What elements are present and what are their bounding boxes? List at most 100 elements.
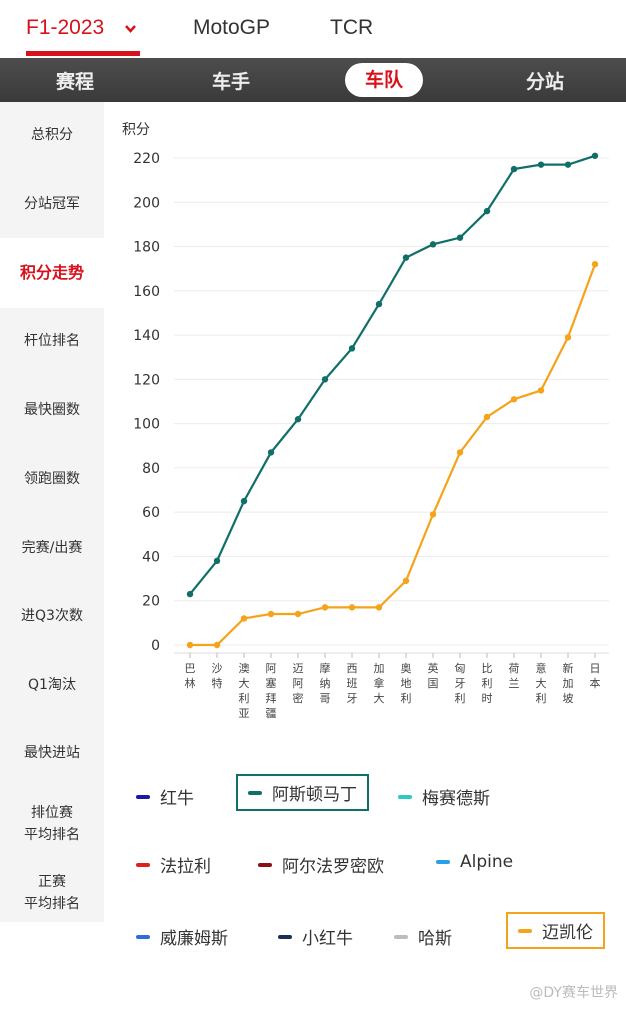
legend-item[interactable]: 小红牛 — [278, 924, 353, 949]
data-point — [402, 254, 410, 261]
sidebar-item-finishes[interactable]: 完赛/出赛 — [21, 540, 83, 556]
data-point — [537, 387, 545, 394]
series-tabs: F1-2023 MotoGP TCR — [0, 0, 626, 58]
legend-swatch — [136, 862, 150, 867]
data-point — [321, 376, 329, 383]
x-tick-label: 意大利 — [536, 661, 547, 705]
data-point — [348, 604, 356, 611]
data-point — [591, 261, 599, 268]
chevron-down-icon[interactable] — [124, 22, 137, 35]
subtab-rounds[interactable]: 分站 — [526, 71, 565, 93]
data-point — [429, 241, 437, 248]
legend-item[interactable]: 梅赛德斯 — [398, 784, 490, 809]
legend-item[interactable]: Alpine — [436, 852, 513, 872]
series-line-阿斯顿马丁 — [189, 154, 596, 595]
x-tick-label: 加拿大 — [374, 662, 385, 705]
data-point — [429, 511, 437, 518]
legend-swatch — [278, 934, 292, 939]
y-tick-label: 220 — [133, 151, 160, 167]
data-point — [375, 300, 383, 308]
y-tick-label: 100 — [133, 417, 160, 433]
legend-item[interactable]: 红牛 — [136, 784, 194, 809]
x-tick-label: 西班牙 — [347, 662, 358, 705]
sidebar-item-race-wins[interactable]: 分站冠军 — [24, 196, 80, 212]
sidebar-item-fastest-laps[interactable]: 最快圈数 — [24, 402, 80, 418]
data-point — [294, 416, 302, 423]
data-point — [267, 449, 275, 456]
x-tick-label: 日本 — [590, 662, 601, 690]
y-tick-label: 140 — [133, 328, 160, 344]
legend-label: 迈凯伦 — [542, 923, 593, 943]
sidebar-item-total-points[interactable]: 总积分 — [31, 127, 73, 143]
data-point — [267, 610, 275, 618]
data-point — [537, 161, 545, 168]
legend-item[interactable]: 哈斯 — [394, 924, 452, 949]
sidebar-item-fastest-pit[interactable]: 最快进站 — [24, 745, 80, 761]
data-point — [240, 615, 248, 622]
x-tick-label: 澳大利亚 — [239, 662, 250, 720]
y-tick-label: 120 — [133, 372, 160, 388]
legend-swatch — [136, 794, 150, 799]
legend-item[interactable]: 迈凯伦 — [506, 912, 605, 949]
x-tick-label: 迈阿密 — [293, 662, 304, 705]
data-point — [510, 165, 518, 173]
watermark: @DY赛车世界 — [529, 985, 618, 1001]
series-line-迈凯伦 — [190, 263, 597, 647]
tab-motogp[interactable]: MotoGP — [193, 16, 271, 39]
sidebar-item-laps-led[interactable]: 领跑圈数 — [24, 471, 80, 487]
y-axis-label: 积分 — [122, 122, 150, 138]
legend-swatch — [248, 790, 262, 795]
sidebar-item-q1-out[interactable]: Q1淘汰 — [28, 677, 76, 693]
data-point — [348, 345, 356, 352]
sidebar-item-points-trend[interactable]: 积分走势 — [0, 238, 104, 308]
sidebar-item-q3-count[interactable]: 进Q3次数 — [21, 608, 83, 624]
legend-item[interactable]: 威廉姆斯 — [136, 924, 228, 949]
data-point — [213, 557, 221, 565]
legend-label: 阿斯顿马丁 — [272, 785, 357, 805]
chart-legend: 红牛 阿斯顿马丁 梅赛德斯法拉利 阿尔法罗密欧 Alpine 威廉姆斯 小红牛 哈斯 迈凯伦 — [104, 762, 626, 962]
legend-item[interactable]: 阿尔法罗密欧 — [258, 852, 384, 877]
data-point — [591, 152, 599, 159]
x-tick-label: 英国 — [428, 661, 439, 690]
data-point — [564, 334, 572, 341]
legend-swatch — [394, 934, 408, 939]
legend-label: 红牛 — [160, 789, 194, 809]
data-point — [321, 604, 329, 611]
legend-item[interactable]: 法拉利 — [136, 852, 211, 877]
data-point — [456, 234, 464, 241]
sidebar-item-race-avg[interactable]: 正赛 平均排名 — [24, 874, 80, 912]
y-tick-label: 200 — [133, 195, 160, 211]
legend-label: 哈斯 — [418, 929, 452, 949]
x-tick-label: 阿塞拜疆 — [266, 662, 277, 720]
tab-f1-2023[interactable]: F1-2023 — [26, 16, 105, 39]
legend-label: 阿尔法罗密欧 — [282, 857, 384, 877]
data-point — [240, 497, 248, 505]
y-tick-label: 20 — [142, 594, 160, 610]
x-tick-label: 摩纳哥 — [320, 661, 331, 705]
y-tick-label: 0 — [151, 638, 160, 654]
legend-label: Alpine — [460, 852, 514, 872]
data-point — [402, 577, 410, 585]
legend-item[interactable]: 阿斯顿马丁 — [236, 774, 369, 811]
x-tick-label: 奥地利 — [401, 661, 412, 705]
x-tick-label: 新加坡 — [563, 661, 574, 705]
x-tick-label: 沙特 — [212, 662, 223, 690]
sidebar-item-pole-ranking[interactable]: 杆位排名 — [24, 333, 80, 349]
x-tick-label: 巴林 — [185, 662, 196, 690]
tab-tcr[interactable]: TCR — [330, 16, 374, 39]
data-point — [483, 207, 491, 215]
legend-swatch — [136, 934, 150, 939]
subtab-teams[interactable]: 车队 — [345, 63, 424, 97]
legend-label: 威廉姆斯 — [160, 929, 228, 949]
legend-swatch — [436, 860, 450, 864]
legend-swatch — [258, 862, 272, 867]
subtab-drivers[interactable]: 车手 — [212, 71, 251, 93]
sidebar-item-quali-avg[interactable]: 排位赛 平均排名 — [24, 805, 80, 843]
data-point — [483, 413, 491, 421]
legend-swatch — [398, 794, 412, 799]
y-tick-label: 160 — [133, 284, 160, 300]
legend-swatch — [518, 928, 532, 933]
subtab-schedule[interactable]: 赛程 — [56, 71, 95, 93]
data-point — [186, 590, 194, 598]
data-point — [564, 161, 572, 168]
